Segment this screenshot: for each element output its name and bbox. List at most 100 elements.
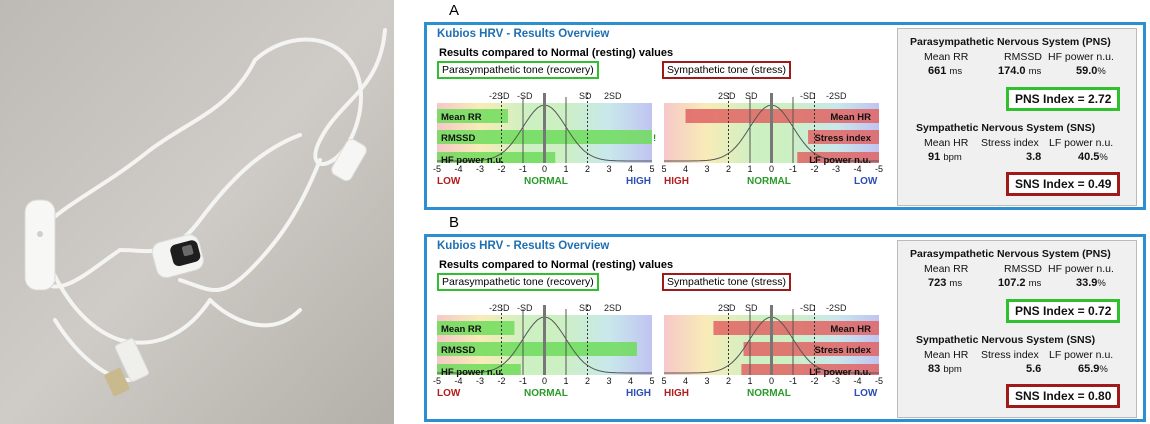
metric-value: 65.9%: [1078, 363, 1108, 375]
range-normal: NORMAL: [524, 388, 568, 399]
range-high: HIGH: [626, 176, 651, 187]
metric-value: 107.2 ms: [998, 277, 1042, 289]
axis-tick: 3: [704, 164, 710, 174]
axis-tick: 0: [768, 164, 775, 174]
axis-tick: -5: [874, 376, 884, 386]
metric-value: 5.6: [1026, 363, 1042, 375]
sns-gauge: [664, 87, 879, 163]
sd-label: 2SD: [718, 303, 736, 313]
range-low: LOW: [437, 388, 461, 399]
gauge-bar: [437, 109, 508, 123]
axis-tick: 1: [747, 164, 753, 174]
axis-tick: 5: [649, 376, 655, 386]
sd-label: -2SD: [489, 303, 510, 313]
overflow-mark: !: [653, 133, 657, 144]
sns-title: Sympathetic Nervous System (SNS): [916, 334, 1096, 346]
sensor-cable-photo: [0, 0, 394, 424]
pns-gauge: [437, 299, 652, 375]
axis-tick: 2: [725, 164, 732, 174]
metric-value: 33.9%: [1076, 277, 1106, 289]
axis-tick: -4: [454, 376, 463, 386]
app-title: Kubios HRV - Results Overview: [437, 240, 610, 252]
axis-tick: -1: [518, 164, 528, 174]
axis-tick: 3: [704, 376, 710, 386]
axis-tick: -2: [810, 376, 819, 386]
sd-label: SD: [745, 303, 758, 313]
bar-label-hf-power: HF power n.u.: [441, 367, 504, 378]
axis-tick: 5: [661, 164, 667, 174]
axis-tick: -5: [432, 376, 442, 386]
axis-tick: -5: [874, 164, 884, 174]
gauge-bar: [685, 109, 879, 123]
axis-tick: -3: [831, 376, 841, 386]
range-low: LOW: [437, 176, 461, 187]
bar-label-mean-hr: Mean HR: [830, 324, 871, 335]
gauge-bar: [437, 152, 556, 163]
gauge-bar: [808, 130, 879, 144]
bar-label-rmssd: RMSSD: [441, 345, 476, 356]
axis-tick: -1: [788, 376, 798, 386]
axis-tick: -2: [497, 164, 506, 174]
sd-label: -2SD: [826, 303, 847, 313]
sd-label: SD: [745, 91, 758, 101]
range-normal: NORMAL: [747, 176, 791, 187]
gauge-bar: [797, 152, 879, 163]
pns-gauge: [437, 87, 652, 163]
axis-tick: -3: [475, 164, 485, 174]
axis-tick: -3: [831, 164, 841, 174]
sns-gauge: [664, 299, 879, 375]
results-panel-b: Kubios HRV - Results Overview Results co…: [424, 234, 1146, 422]
axis-tick: 1: [747, 376, 753, 386]
pns-title: Parasympathetic Nervous System (PNS): [910, 36, 1111, 48]
axis-tick: 0: [541, 376, 548, 386]
sd-label: -2SD: [489, 91, 510, 101]
gauge-bar: [437, 342, 637, 356]
summary-box: Parasympathetic Nervous System (PNS) Mea…: [897, 240, 1137, 418]
sns-title: Sympathetic Nervous System (SNS): [916, 122, 1096, 134]
axis-tick: 0: [541, 164, 548, 174]
metric-value: 174.0 ms: [998, 65, 1042, 77]
sd-label: 2SD: [718, 91, 736, 101]
metric-value: 40.5%: [1078, 151, 1108, 163]
axis-tick: 4: [682, 164, 689, 174]
axis-tick: 2: [584, 164, 591, 174]
sd-label: SD: [579, 91, 592, 101]
axis-tick: 0: [768, 376, 775, 386]
metric-value: 661 ms: [928, 65, 963, 77]
axis-tick: -1: [518, 376, 528, 386]
axis-tick: 5: [649, 164, 655, 174]
app-title: Kubios HRV - Results Overview: [437, 28, 610, 40]
axis-tick: 3: [606, 164, 612, 174]
sd-label: 2SD: [604, 303, 622, 313]
axis-tick: 1: [563, 164, 569, 174]
compare-label: Results compared to Normal (resting) val…: [439, 47, 674, 59]
range-normal: NORMAL: [524, 176, 568, 187]
axis-tick: 5: [661, 376, 667, 386]
axis-tick: 4: [627, 164, 634, 174]
bar-label-rmssd: RMSSD: [441, 133, 476, 144]
sns-tone-label: Sympathetic tone (stress): [662, 273, 792, 291]
metric-label: Mean RR: [924, 263, 969, 275]
sns-index: SNS Index = 0.80: [1006, 384, 1121, 408]
metric-value: 3.8: [1026, 151, 1042, 163]
gauge-bar: [743, 342, 879, 356]
range-high: HIGH: [664, 388, 689, 399]
axis-tick: -1: [788, 164, 798, 174]
sns-index: SNS Index = 0.49: [1006, 172, 1121, 196]
bar-label-mean-hr: Mean HR: [830, 112, 871, 123]
sns-tone-label: Sympathetic tone (stress): [662, 61, 792, 79]
bar-label-mean-rr: Mean RR: [441, 324, 482, 335]
gauge-bar: [437, 364, 521, 375]
panel-b-letter: B: [449, 214, 460, 231]
gauge-bar: [741, 364, 879, 375]
axis-tick: -5: [432, 164, 442, 174]
axis-tick: -4: [454, 164, 463, 174]
metric-label: LF power n.u.: [1049, 349, 1114, 361]
metric-value: 91 bpm: [928, 151, 962, 163]
range-normal: NORMAL: [747, 388, 791, 399]
compare-label: Results compared to Normal (resting) val…: [439, 259, 674, 271]
sd-label: -SD: [517, 91, 533, 101]
axis-tick: -2: [810, 164, 819, 174]
axis-tick: 2: [725, 376, 732, 386]
metric-label: RMSSD: [1004, 51, 1042, 63]
